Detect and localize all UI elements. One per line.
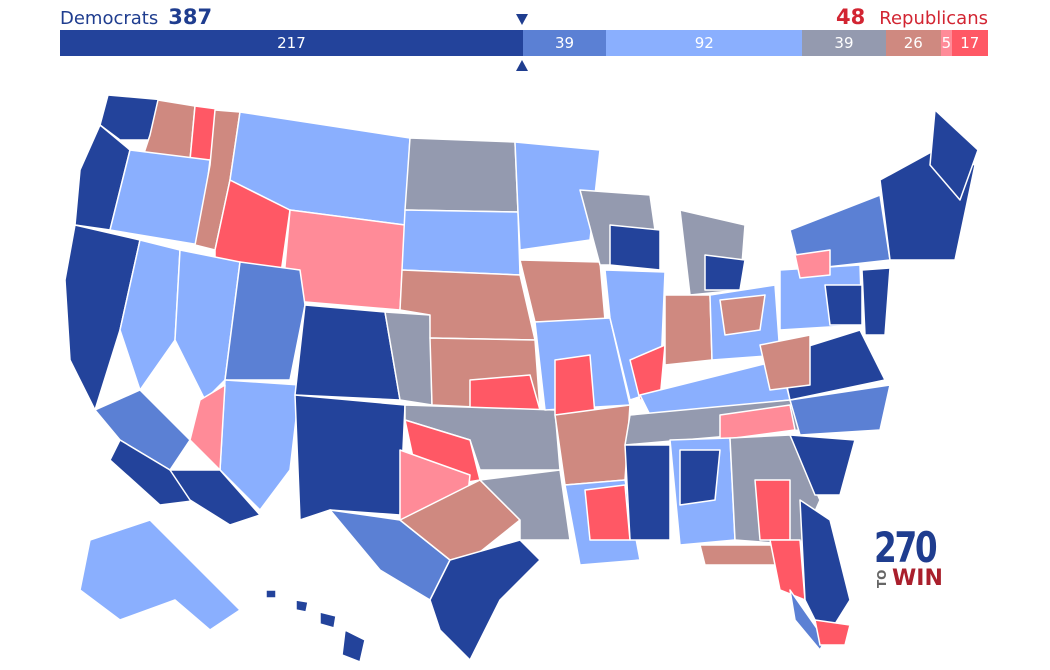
- district-nj[interactable]: [861, 267, 891, 336]
- district-ny-upstate[interactable]: [794, 249, 831, 279]
- district-ar[interactable]: [554, 404, 631, 486]
- district-ut[interactable]: [224, 261, 306, 381]
- district-mo-south[interactable]: [554, 354, 596, 416]
- district-ms-central[interactable]: [584, 484, 631, 541]
- us-district-map[interactable]: [0, 70, 1050, 670]
- district-ca-south[interactable]: [94, 389, 191, 471]
- district-al-north[interactable]: [679, 449, 721, 506]
- 270towin-logo[interactable]: 270 TO WIN: [874, 523, 954, 598]
- district-ia[interactable]: [519, 259, 606, 323]
- district-az-south[interactable]: [169, 469, 261, 526]
- segment-label: 39: [554, 34, 575, 52]
- seat-count-bar: 217 39 92 39 26 5 17: [60, 30, 988, 56]
- district-wi-metro[interactable]: [609, 224, 661, 271]
- district-ca-central[interactable]: [119, 239, 181, 391]
- district-tn-east[interactable]: [719, 404, 796, 441]
- district-co-west[interactable]: [294, 304, 401, 401]
- district-fl-keys[interactable]: [814, 619, 851, 646]
- logo-number: 270: [874, 523, 938, 572]
- district-ms[interactable]: [624, 444, 671, 541]
- segment-label: 17: [960, 34, 980, 52]
- district-fl-west[interactable]: [769, 539, 806, 601]
- district-nm[interactable]: [294, 394, 406, 521]
- district-wa-west[interactable]: [99, 94, 166, 141]
- logo-win: WIN: [892, 566, 943, 591]
- segment-label: 5: [941, 34, 952, 52]
- segment-label: 39: [834, 34, 854, 52]
- democrats-header: Democrats 387: [60, 5, 212, 31]
- district-tx-south[interactable]: [429, 539, 541, 661]
- district-in[interactable]: [664, 294, 713, 366]
- segment-label: 92: [694, 34, 714, 52]
- district-mi-metro[interactable]: [704, 254, 746, 291]
- democrats-label: Democrats: [60, 8, 159, 29]
- district-fl-south[interactable]: [789, 589, 826, 651]
- bar-segment-lean-rep[interactable]: 5: [941, 30, 952, 56]
- district-oh-east[interactable]: [719, 294, 766, 336]
- bar-segment-tilt-rep[interactable]: 26: [885, 30, 942, 56]
- democrats-total: 387: [168, 5, 213, 29]
- district-ga-south[interactable]: [754, 479, 791, 541]
- district-pa-metro[interactable]: [824, 284, 863, 326]
- district-sc[interactable]: [789, 434, 856, 496]
- district-hi-3[interactable]: [319, 611, 337, 629]
- majority-marker-bottom-icon: [516, 60, 528, 71]
- district-nc[interactable]: [789, 384, 891, 436]
- district-tx-east[interactable]: [479, 469, 571, 541]
- district-hi-4[interactable]: [341, 629, 366, 663]
- district-ks-south[interactable]: [469, 374, 541, 411]
- republicans-header: 48 Republicans: [836, 5, 988, 31]
- district-ak[interactable]: [79, 519, 241, 631]
- segment-label: 26: [903, 34, 923, 52]
- district-nv[interactable]: [174, 249, 241, 401]
- district-wv[interactable]: [759, 334, 811, 391]
- bar-segment-tossup[interactable]: 39: [802, 30, 886, 56]
- district-hi-1[interactable]: [265, 589, 277, 599]
- republicans-label: Republicans: [879, 8, 988, 29]
- district-tx-central[interactable]: [399, 479, 521, 561]
- logo-to: TO: [875, 569, 889, 588]
- bar-segment-likely-dem[interactable]: 39: [522, 30, 607, 56]
- district-sd[interactable]: [401, 209, 521, 276]
- district-az-west[interactable]: [189, 384, 226, 471]
- district-me[interactable]: [929, 109, 979, 201]
- bar-segment-lean-dem[interactable]: 92: [606, 30, 803, 56]
- republicans-total: 48: [836, 5, 866, 29]
- majority-marker-top-icon: [516, 14, 528, 25]
- district-hi-2[interactable]: [295, 599, 309, 613]
- district-fl-east[interactable]: [799, 499, 851, 641]
- district-ca-la[interactable]: [109, 439, 201, 506]
- district-mn[interactable]: [514, 141, 601, 251]
- bar-segment-safe-rep[interactable]: 17: [951, 30, 988, 56]
- bar-segment-safe-dem[interactable]: 217: [60, 30, 523, 56]
- district-nd[interactable]: [404, 137, 519, 213]
- segment-label: 217: [277, 34, 306, 52]
